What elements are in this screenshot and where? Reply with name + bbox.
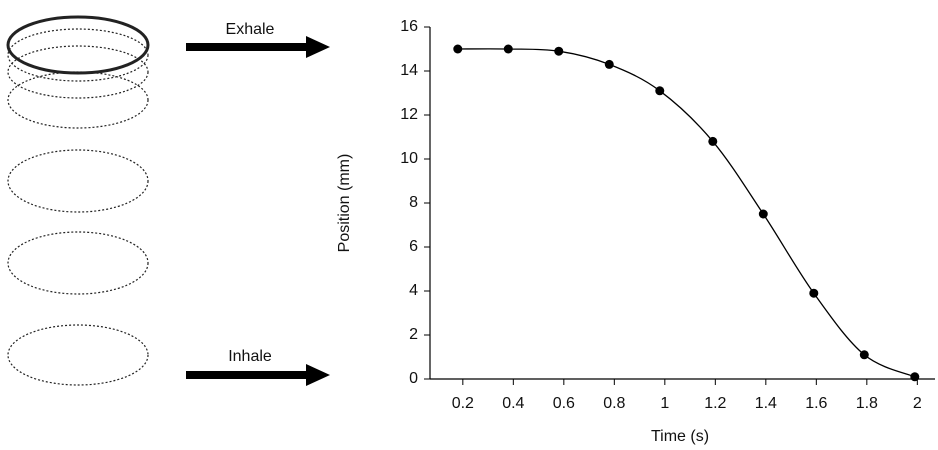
ellipse xyxy=(7,149,149,213)
x-tick-label: 2 xyxy=(913,395,922,412)
x-tick-label: 1.2 xyxy=(704,395,726,412)
ellipse xyxy=(7,324,149,386)
y-tick-label: 2 xyxy=(409,326,418,343)
arrow-shaft xyxy=(186,43,308,51)
y-tick-label: 4 xyxy=(409,282,418,299)
arrow-shaft xyxy=(186,371,308,379)
x-tick-label: 0.4 xyxy=(502,395,524,412)
point xyxy=(859,350,869,360)
y-tick-label: 16 xyxy=(400,18,418,35)
x-tick-label: 0.6 xyxy=(553,395,575,412)
x-axis-label: Time (s) xyxy=(651,428,709,445)
y-tick-label: 0 xyxy=(409,370,418,387)
y-tick-label: 8 xyxy=(409,194,418,211)
point xyxy=(758,209,768,219)
x-tick-label: 1 xyxy=(660,395,669,412)
point xyxy=(809,288,819,298)
y-axis-label: Position (mm) xyxy=(336,154,353,253)
lung-diagram xyxy=(6,15,150,386)
arrow-head xyxy=(306,36,330,58)
y-tick-label: 14 xyxy=(400,62,418,79)
y-tick-label: 6 xyxy=(409,238,418,255)
arrow-head xyxy=(306,364,330,386)
point xyxy=(453,44,463,54)
x-tick-label: 1.4 xyxy=(755,395,777,412)
line xyxy=(457,48,916,378)
point xyxy=(655,86,665,96)
ellipse xyxy=(7,71,149,129)
point xyxy=(554,46,564,56)
x-tick-label: 0.2 xyxy=(452,395,474,412)
ellipse-bold xyxy=(6,15,150,75)
ellipse xyxy=(7,28,149,82)
annotation: Exhale xyxy=(226,21,275,38)
arrows xyxy=(186,36,330,386)
point xyxy=(910,372,920,382)
point xyxy=(503,44,513,54)
x-tick-label: 1.6 xyxy=(805,395,827,412)
ellipse xyxy=(7,45,149,99)
y-tick-label: 12 xyxy=(400,106,418,123)
x-tick-label: 1.8 xyxy=(856,395,878,412)
x-tick-label: 0.8 xyxy=(603,395,625,412)
y-tick-label: 10 xyxy=(400,150,418,167)
annotation: Inhale xyxy=(228,348,272,365)
point xyxy=(604,59,614,69)
ellipse xyxy=(7,231,149,295)
point xyxy=(708,136,718,146)
